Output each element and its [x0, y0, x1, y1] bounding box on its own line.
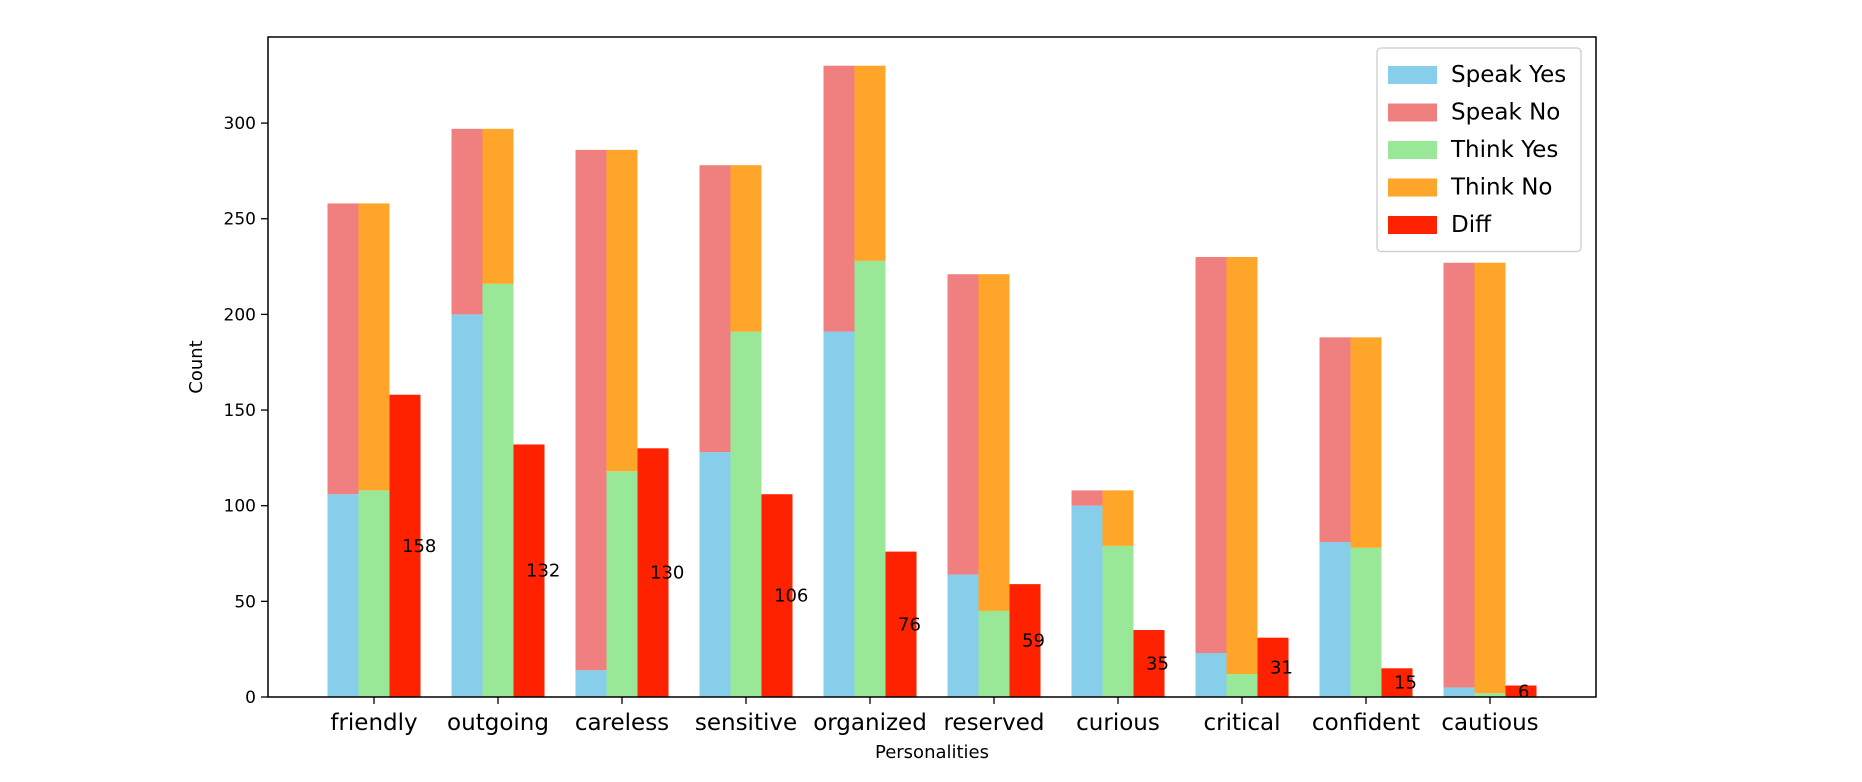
bar-think-no-confident — [1350, 337, 1382, 548]
bar-diff-careless — [637, 448, 669, 697]
bar-diff-confident — [1381, 668, 1413, 697]
bar-think-no-careless — [606, 149, 638, 472]
data-label-confident: 15 — [1394, 673, 1417, 694]
bar-think-no-critical — [1226, 257, 1258, 675]
x-tick-label-reserved: reserved — [943, 710, 1044, 736]
y-axis: 0 50 100 150 200 250 300 — [224, 114, 268, 708]
bar-speak-no-critical — [1195, 257, 1227, 653]
bar-speak-yes-sensitive — [699, 452, 731, 697]
x-tick-label-careless: careless — [575, 710, 669, 736]
data-label-cautious: 6 — [1518, 681, 1529, 702]
bar-speak-yes-careless — [575, 670, 607, 697]
x-tick-label-curious: curious — [1076, 710, 1160, 736]
legend: Speak Yes Speak No Think Yes Think No Diff — [1376, 47, 1582, 253]
legend-label-diff: Diff — [1451, 212, 1492, 238]
bar-speak-yes-organized — [823, 331, 855, 697]
bar-diff-reserved — [1009, 584, 1041, 697]
x-tick-label-confident: confident — [1312, 710, 1420, 736]
bar-think-yes-confident — [1350, 547, 1382, 697]
x-tick-label-critical: critical — [1203, 710, 1280, 736]
bar-speak-no-careless — [575, 149, 607, 671]
bar-think-no-sensitive — [730, 165, 762, 332]
bar-speak-no-sensitive — [699, 165, 731, 453]
data-label-critical: 31 — [1270, 657, 1293, 678]
bar-speak-yes-friendly — [327, 494, 359, 697]
legend-swatch-think-no — [1388, 178, 1437, 197]
legend-swatch-diff — [1388, 216, 1437, 234]
bar-speak-yes-curious — [1071, 505, 1103, 697]
plot-area-frame — [267, 36, 1597, 698]
bar-speak-no-curious — [1071, 490, 1103, 506]
bar-think-no-cautious — [1474, 262, 1506, 694]
bar-think-yes-critical — [1226, 674, 1258, 697]
bar-speak-yes-confident — [1319, 542, 1351, 697]
legend-label-think-no: Think No — [1450, 175, 1553, 201]
x-axis-label: Personalities — [875, 742, 989, 763]
bar-think-yes-outgoing — [482, 283, 514, 697]
y-tick-label-300: 300 — [224, 114, 256, 134]
bar-diff-curious — [1133, 630, 1165, 697]
bar-think-yes-careless — [606, 471, 638, 697]
bars-layer — [327, 65, 1537, 697]
x-axis: friendly outgoing careless sensitive organiz… — [330, 697, 1539, 736]
y-tick-label-250: 250 — [224, 210, 256, 230]
legend-frame — [1376, 47, 1582, 253]
bar-speak-yes-critical — [1195, 653, 1227, 697]
legend-swatch-speak-yes — [1388, 66, 1437, 84]
data-label-curious: 35 — [1146, 654, 1169, 675]
bar-think-yes-reserved — [978, 610, 1010, 697]
bar-speak-yes-cautious — [1443, 687, 1475, 697]
bar-speak-no-outgoing — [451, 128, 483, 315]
bar-speak-no-confident — [1319, 337, 1351, 543]
bar-speak-yes-outgoing — [451, 314, 483, 697]
data-labels-layer: 158 132 130 106 76 59 35 31 15 6 — [402, 536, 1529, 702]
bar-think-yes-friendly — [358, 490, 390, 697]
bar-think-no-organized — [854, 65, 886, 261]
data-label-careless: 130 — [650, 563, 684, 584]
y-tick-label-100: 100 — [224, 497, 256, 517]
y-axis-label: Count — [186, 340, 207, 393]
data-label-friendly: 158 — [402, 536, 436, 557]
bar-diff-friendly — [389, 394, 421, 697]
bar-diff-organized — [885, 551, 917, 697]
data-label-sensitive: 106 — [774, 586, 808, 607]
bar-think-no-reserved — [978, 274, 1010, 611]
bar-think-no-curious — [1102, 490, 1134, 546]
legend-swatch-speak-no — [1388, 103, 1437, 122]
legend-label-think-yes: Think Yes — [1450, 137, 1558, 163]
bar-diff-critical — [1257, 637, 1289, 697]
x-tick-label-organized: organized — [813, 710, 927, 736]
y-tick-label-50: 50 — [234, 592, 256, 612]
legend-label-speak-yes: Speak Yes — [1451, 62, 1566, 88]
legend-label-speak-no: Speak No — [1451, 100, 1560, 126]
bar-think-yes-sensitive — [730, 331, 762, 697]
bar-diff-cautious — [1505, 685, 1537, 697]
y-tick-label-150: 150 — [224, 401, 256, 421]
x-tick-label-sensitive: sensitive — [695, 710, 797, 736]
y-tick-label-0: 0 — [245, 688, 256, 708]
bar-speak-no-friendly — [327, 203, 359, 495]
x-tick-label-cautious: cautious — [1441, 710, 1538, 736]
legend-swatch-think-yes — [1388, 141, 1437, 159]
bar-diff-sensitive — [761, 494, 793, 697]
bar-think-no-friendly — [358, 203, 390, 491]
bar-think-no-outgoing — [482, 128, 514, 284]
bar-think-yes-curious — [1102, 545, 1134, 697]
x-tick-label-outgoing: outgoing — [447, 710, 549, 736]
bar-think-yes-cautious — [1474, 693, 1506, 697]
bar-speak-no-reserved — [947, 274, 979, 575]
data-label-reserved: 59 — [1022, 631, 1045, 652]
bar-speak-no-cautious — [1443, 262, 1475, 688]
bar-diff-outgoing — [513, 444, 545, 697]
x-tick-label-friendly: friendly — [330, 710, 417, 736]
data-label-organized: 76 — [898, 614, 921, 635]
bar-speak-no-organized — [823, 65, 855, 332]
bar-speak-yes-reserved — [947, 574, 979, 697]
y-tick-label-200: 200 — [224, 305, 256, 325]
data-label-outgoing: 132 — [526, 561, 560, 582]
bar-think-yes-organized — [854, 260, 886, 697]
